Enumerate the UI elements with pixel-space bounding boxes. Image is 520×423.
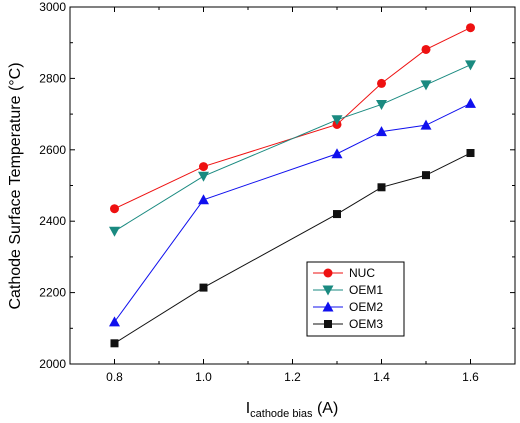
data-point-oem3 — [110, 339, 119, 348]
y-tick-label: 2600 — [39, 143, 66, 157]
data-point-oem1 — [331, 115, 343, 126]
x-tick-label: 1.4 — [373, 370, 390, 384]
data-point-oem2 — [465, 97, 476, 108]
axis-ticks: 0.8 1.0 1.2 1.4 1.6 2000 2200 2400 2600 2800 3000 — [39, 0, 516, 384]
series-line-oem3 — [114, 152, 471, 344]
legend-marker-oem2 — [322, 301, 334, 312]
y-axis-title: Cathode Surface Temperature (°C) — [7, 62, 24, 309]
data-point-oem1 — [198, 171, 209, 182]
data-point-oem1 — [376, 99, 387, 110]
y-tick-label: 2800 — [39, 71, 66, 85]
data-point-oem3 — [422, 171, 430, 180]
data-point-oem1 — [420, 80, 432, 91]
series-lines — [114, 27, 471, 344]
data-point-oem2 — [331, 148, 343, 159]
series-markers — [109, 23, 476, 348]
x-tick-label: 1.2 — [284, 370, 301, 384]
data-point-oem3 — [199, 283, 208, 292]
data-point-nuc — [421, 44, 431, 54]
data-point-nuc — [377, 78, 386, 88]
series-line-nuc — [114, 27, 471, 210]
data-point-nuc — [110, 204, 119, 214]
x-tick-label: 1.6 — [462, 370, 479, 384]
y-tick-label: 2000 — [39, 357, 66, 371]
data-point-oem2 — [420, 119, 432, 130]
legend-label-oem1: OEM1 — [349, 283, 383, 297]
x-tick-label: 1.0 — [195, 370, 212, 384]
legend-label-oem2: OEM2 — [349, 300, 383, 314]
data-point-oem3 — [333, 210, 341, 219]
data-point-oem1 — [109, 226, 120, 237]
plot-frame — [69, 6, 516, 365]
legend-marker-nuc — [323, 268, 333, 278]
y-tick-label: 2200 — [39, 286, 66, 300]
legend-marker-oem1 — [322, 285, 334, 296]
legend-marker-oem3 — [324, 320, 332, 328]
data-point-oem1 — [465, 60, 476, 71]
x-tick-label: 0.8 — [106, 370, 123, 384]
y-tick-label: 3000 — [39, 0, 66, 14]
legend: NUC OEM1 OEM2 OEM3 — [306, 261, 405, 337]
series-line-oem1 — [114, 64, 471, 232]
data-point-oem3 — [466, 149, 475, 158]
data-point-nuc — [199, 162, 208, 172]
legend-label-oem3: OEM3 — [349, 317, 383, 331]
data-point-nuc — [466, 23, 475, 33]
data-point-oem2 — [376, 126, 387, 137]
legend-label-nuc: NUC — [349, 266, 375, 280]
data-point-oem2 — [198, 194, 209, 205]
x-axis-title: Icathode bias (A) — [246, 400, 339, 420]
data-point-oem2 — [109, 316, 120, 327]
series-line-oem2 — [114, 102, 471, 323]
y-tick-label: 2400 — [39, 214, 66, 228]
data-point-oem3 — [377, 183, 386, 192]
